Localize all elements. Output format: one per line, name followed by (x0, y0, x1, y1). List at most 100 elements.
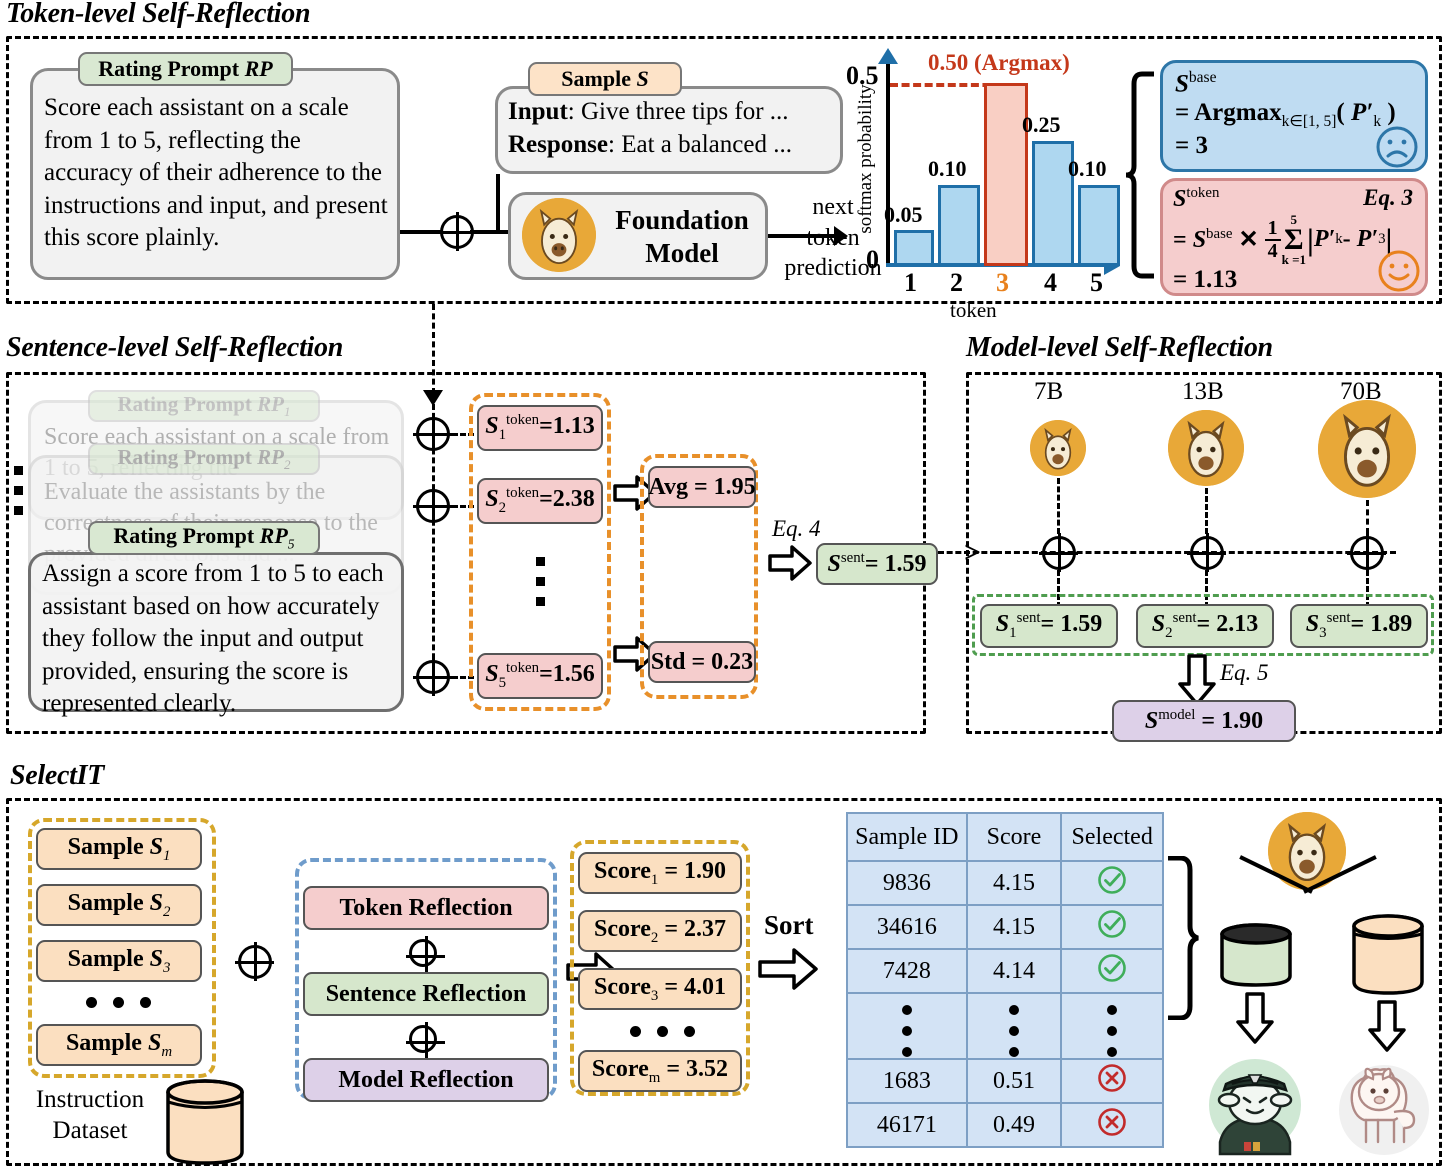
table-cell-selected (1060, 1102, 1164, 1148)
plus-circle-reflection-1 (406, 936, 445, 975)
plus-circle-sentence-1 (413, 414, 452, 453)
model-dash-down-7b (1057, 478, 1060, 534)
dataset-caption-line1: Instruction (35, 1086, 145, 1113)
sample-m-text: Sample Sm (65, 1029, 173, 1060)
eq-base-line3: = 3 (1175, 132, 1208, 160)
chart-y-axis-arrow (878, 48, 898, 64)
chart-xtick-3: 3 (996, 268, 1009, 297)
token-score-5-text: S5token=1.56 (485, 660, 595, 691)
sample-input-label: Input (508, 98, 568, 125)
llama-icon-foundation (522, 198, 596, 272)
sample-response-line: Response: Eat a balanced ... (508, 129, 848, 162)
plus-to-score-dash-2 (452, 505, 474, 508)
model-size-7b: 7B (1034, 378, 1064, 405)
arrow-down-eq5 (1178, 654, 1216, 711)
prompt-list-ellipsis (14, 466, 23, 515)
llama-icon-selected (1268, 812, 1346, 890)
table-header-score: Score (965, 812, 1063, 862)
score-group (570, 840, 750, 1096)
next-token-arrow-head (834, 226, 848, 246)
table-cell-selected (1060, 948, 1164, 994)
selectit-section-title: SelectIT (10, 760, 105, 791)
chart-xtick-4: 4 (1044, 268, 1057, 297)
plus-circle-7b (1039, 533, 1078, 572)
token-to-sentence-dashed (432, 304, 435, 394)
sentence-to-model-chevron: > (964, 536, 982, 569)
check-circle-icon (1097, 953, 1127, 989)
table-header-row: Sample ID Score Selected (846, 812, 1164, 862)
sentence-score-result: Ssent= 1.59 (816, 543, 938, 585)
sentence-to-model-dashed (938, 551, 996, 554)
score-ellipsis (630, 1026, 695, 1037)
bar-label-4: 0.25 (1022, 112, 1061, 137)
score-2-text: Score2 = 2.37 (594, 915, 726, 946)
rating-prompt-tag: Rating Prompt RP (78, 52, 293, 86)
cross-circle-icon (1097, 1063, 1127, 1099)
eq-token-line1: Stoken (1173, 185, 1220, 212)
bar-2 (938, 185, 980, 266)
token-score-2-text: S2token=2.38 (485, 485, 595, 516)
token-brace (1124, 70, 1158, 285)
next-token-prediction-label: next token prediction (778, 192, 888, 284)
model-size-13b: 13B (1182, 378, 1224, 405)
connector-right (470, 230, 510, 234)
sample-1-text: Sample S1 (67, 833, 171, 864)
eq5-ref: Eq. 5 (1220, 660, 1269, 685)
token-level-panel (6, 36, 1442, 304)
token-reflection-box: Token Reflection (303, 886, 549, 930)
sent-score-2: S2sent= 2.13 (1136, 604, 1274, 648)
rating-prompt-text-5: Assign a score from 1 to 5 to each assis… (42, 560, 384, 717)
eq-base-line1: Sbase (1175, 69, 1217, 98)
table-cell-id-ellipsis (846, 992, 968, 1060)
bar-5 (1078, 185, 1120, 266)
model-score-result: Smodel = 1.90 (1112, 700, 1296, 742)
happy-face-icon (1377, 249, 1421, 300)
eq-token-frac-num: 1 (1264, 217, 1281, 241)
officer-sheep-icon (1200, 1050, 1310, 1165)
argmax-dashed-line (890, 83, 1002, 87)
sum-sigma-icon: Σ (1283, 223, 1304, 256)
plus-circle-13b (1187, 533, 1226, 572)
chart-ytick-top: 0.5 (846, 61, 879, 90)
model-dash-to-score-70b (1366, 570, 1369, 608)
table-cell-id: 9836 (846, 860, 968, 906)
llama-icon-13b (1168, 410, 1244, 486)
plus-to-score-dash-5 (452, 676, 474, 679)
sad-face-icon (1375, 125, 1419, 176)
bar-4 (1032, 141, 1074, 266)
sample-input-text: : Give three tips for ... (567, 98, 789, 125)
sentence-section-title: Sentence-level Self-Reflection (6, 332, 343, 363)
sent-score-3-text: S3sent= 1.89 (1305, 610, 1413, 641)
sample-group (28, 818, 216, 1078)
eq4-ref: Eq. 4 (772, 516, 821, 541)
model-dash-to-score-7b (1057, 570, 1060, 608)
sent-score-1-text: S1sent= 1.59 (995, 610, 1103, 641)
results-table: Sample ID Score Selected 9836 4.15 34616… (846, 812, 1164, 1148)
table-cell-score: 4.14 (965, 948, 1063, 994)
score-m-text: Scorem = 3.52 (591, 1055, 729, 1086)
std-box-text: Std = 0.23 (650, 648, 754, 675)
check-circle-icon (1097, 909, 1127, 945)
connector-left (400, 230, 442, 234)
token-score-1: S1token=1.13 (477, 405, 603, 451)
plus-to-score-dash-1 (452, 433, 474, 436)
eq-token-box: Stoken Eq. 3 = Sbase ✕ 1 4 5 Σ k =1 | P′ k… (1160, 178, 1428, 296)
avg-box: Avg = 1.95 (648, 466, 756, 508)
table-cell-id: 34616 (846, 904, 968, 950)
sample-m: Sample Sm (36, 1024, 202, 1066)
rating-prompt-tag-1: Rating Prompt RP1 (88, 390, 320, 422)
sample-ellipsis (86, 997, 151, 1008)
plus-circle-sentence-5 (413, 657, 452, 696)
rating-prompt-tag-5: Rating Prompt RP5 (88, 521, 320, 555)
eq-token-ref: Eq. 3 (1363, 185, 1413, 210)
token-score-ellipsis (536, 557, 545, 606)
connector-vertical (496, 174, 500, 232)
sort-label: Sort (764, 910, 814, 940)
sample-tag-label: Sample S (561, 66, 649, 91)
eq-token-line3: = 1.13 (1173, 266, 1238, 293)
softmax-chart: 0.5 0 softmax probability token 0.50 (Ar… (840, 48, 1140, 322)
eq-token-frac-den: 4 (1267, 239, 1278, 262)
arrow-down-full (1368, 1000, 1406, 1057)
instruction-dataset-caption: Instruction Dataset (26, 1084, 154, 1147)
arrow-to-std (613, 636, 657, 677)
